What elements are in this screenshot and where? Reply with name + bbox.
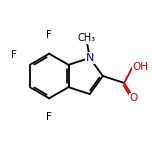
Text: F: F xyxy=(46,112,52,122)
Text: OH: OH xyxy=(133,62,149,72)
Text: N: N xyxy=(86,53,94,63)
Text: F: F xyxy=(10,50,16,60)
Text: CH₃: CH₃ xyxy=(77,33,95,43)
Text: O: O xyxy=(130,93,138,103)
Text: F: F xyxy=(46,30,52,40)
